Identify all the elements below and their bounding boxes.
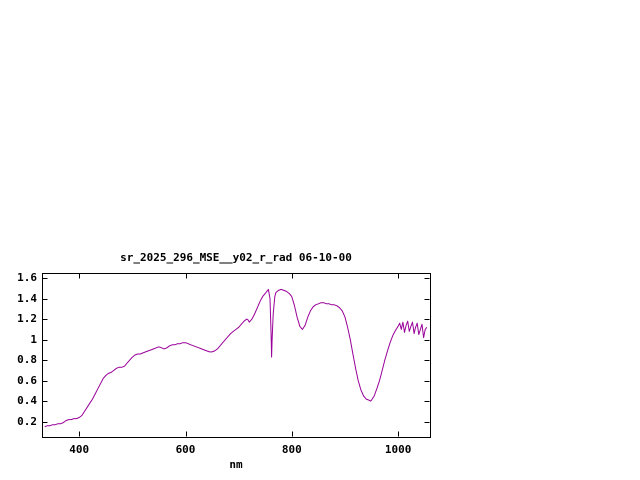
x-axis-label: nm [229, 458, 243, 471]
y-tick-label: 0.6 [17, 373, 37, 387]
y-tick-label: 1.2 [17, 312, 37, 326]
chart-title: sr_2025_296_MSE__y02_r_rad 06-10-00 [120, 251, 352, 264]
x-tick-label: 800 [281, 443, 302, 456]
y-tick-label: 1 [30, 332, 37, 346]
x-tick-label: 600 [175, 443, 196, 456]
y-tick-label: 0.8 [17, 353, 37, 367]
y-tick-label: 1.6 [17, 271, 37, 285]
x-tick-label: 400 [69, 443, 90, 456]
y-tick-label: 0.4 [17, 394, 37, 408]
y-tick-label: 0.2 [17, 414, 37, 428]
y-tick-label: 1.4 [17, 291, 37, 305]
x-tick-label: 1000 [384, 443, 412, 456]
spectrum-line [44, 288, 428, 428]
plot-border [42, 273, 431, 438]
